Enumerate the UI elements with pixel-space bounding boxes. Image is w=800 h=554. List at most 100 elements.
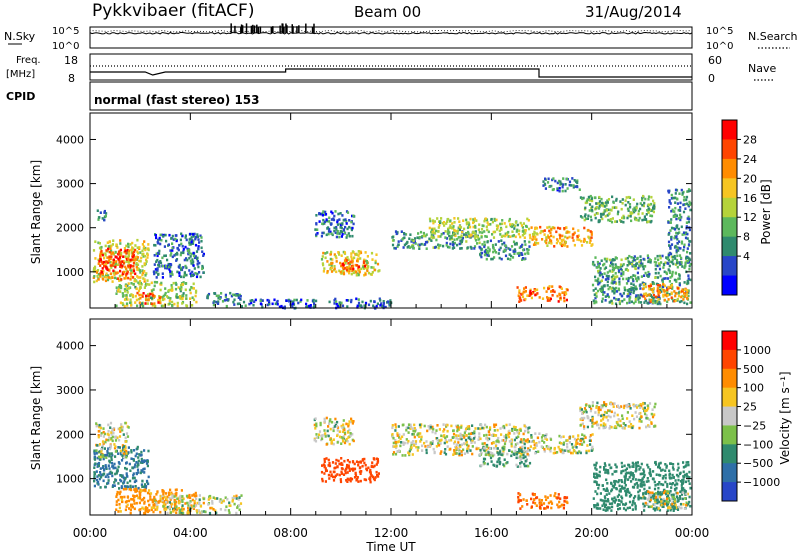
- heatmap-cell: [410, 446, 413, 449]
- heatmap-cell: [129, 272, 132, 275]
- heatmap-cell: [640, 275, 643, 278]
- heatmap-cell: [676, 508, 680, 511]
- heatmap-cell: [97, 258, 100, 262]
- heatmap-cell: [667, 298, 670, 301]
- heatmap-cell: [429, 424, 432, 427]
- heatmap-cell: [606, 293, 609, 296]
- heatmap-cell: [118, 260, 121, 264]
- heatmap-cell: [590, 447, 593, 450]
- heatmap-cell: [469, 449, 472, 452]
- heatmap-cell: [372, 266, 375, 269]
- heatmap-cell: [127, 264, 130, 268]
- heatmap-cell: [523, 462, 526, 466]
- heatmap-cell: [664, 293, 667, 296]
- heatmap-cell: [628, 196, 632, 199]
- heatmap-cell: [122, 448, 125, 451]
- heatmap-cell: [171, 242, 174, 245]
- heatmap-cell: [415, 445, 418, 449]
- heatmap-cell: [682, 231, 686, 234]
- heatmap-cell: [684, 207, 687, 210]
- heatmap-cell: [124, 255, 127, 258]
- heatmap-cell: [653, 204, 656, 207]
- heatmap-cell: [669, 252, 672, 256]
- heatmap-cell: [682, 210, 686, 214]
- heatmap-cell: [648, 402, 652, 405]
- heatmap-cell: [524, 459, 527, 463]
- heatmap-cell: [131, 255, 134, 259]
- heatmap-cell: [629, 423, 633, 426]
- heatmap-cell: [522, 453, 525, 457]
- heatmap-cell: [572, 232, 575, 236]
- heatmap-cell: [352, 439, 355, 443]
- heatmap-cell: [105, 267, 109, 270]
- heatmap-cell: [535, 496, 538, 500]
- heatmap-cell: [182, 511, 185, 515]
- heatmap-cell: [622, 263, 625, 266]
- heatmap-cell: [641, 287, 645, 291]
- heatmap-cell: [622, 270, 625, 274]
- heatmap-cell: [576, 179, 579, 182]
- heatmap-cell: [501, 439, 504, 442]
- heatmap-cell: [548, 285, 551, 288]
- heatmap-cell: [503, 458, 506, 461]
- heatmap-cell: [678, 240, 681, 243]
- heatmap-cell: [362, 265, 365, 269]
- heatmap-cell: [405, 426, 408, 430]
- heatmap-cell: [488, 433, 491, 436]
- heatmap-cell: [490, 442, 494, 445]
- heatmap-cell: [473, 247, 476, 250]
- heatmap-cell: [474, 230, 477, 233]
- heatmap-cell: [591, 401, 594, 404]
- heatmap-cell: [547, 177, 550, 181]
- heatmap-cell: [688, 264, 691, 268]
- heatmap-cell: [654, 267, 657, 271]
- heatmap-cell: [167, 296, 170, 299]
- heatmap-cell: [351, 467, 354, 471]
- heatmap-cell: [471, 431, 474, 435]
- heatmap-cell: [615, 265, 618, 268]
- heatmap-cell: [315, 424, 318, 428]
- heatmap-cell: [624, 257, 627, 261]
- heatmap-cell: [528, 233, 531, 237]
- heatmap-cell: [648, 272, 651, 276]
- heatmap-cell: [379, 299, 382, 302]
- heatmap-cell: [601, 290, 604, 294]
- heatmap-cell: [490, 217, 493, 221]
- heatmap-cell: [189, 496, 192, 500]
- heatmap-cell: [603, 410, 607, 414]
- heatmap-cell: [620, 274, 623, 277]
- heatmap-cell: [543, 233, 546, 236]
- heatmap-cell: [370, 464, 373, 468]
- heatmap-cell: [667, 262, 670, 265]
- heatmap-cell: [470, 441, 473, 444]
- heatmap-cell: [668, 269, 671, 273]
- heatmap-cell: [335, 458, 338, 462]
- heatmap-cell: [652, 299, 655, 303]
- heatmap-cell: [622, 214, 625, 218]
- heatmap-cell: [373, 268, 376, 272]
- heatmap-cell: [392, 445, 395, 448]
- heatmap-cell: [597, 202, 600, 205]
- heatmap-cell: [366, 255, 369, 258]
- heatmap-cell: [626, 207, 630, 211]
- heatmap-cell: [408, 452, 411, 455]
- heatmap-cell: [524, 224, 528, 228]
- heatmap-cell: [560, 182, 563, 186]
- heatmap-cell: [598, 274, 601, 277]
- heatmap-cell: [489, 426, 492, 429]
- heatmap-cell: [146, 302, 149, 305]
- heatmap-cell: [244, 304, 247, 307]
- heatmap-cell: [593, 505, 596, 509]
- heatmap-cell: [524, 252, 527, 256]
- heatmap-cell: [461, 230, 464, 234]
- heatmap-cell: [93, 452, 96, 456]
- heatmap-cell: [633, 206, 636, 210]
- heatmap-cell: [122, 433, 125, 436]
- heatmap-cell: [480, 447, 483, 451]
- heatmap-cell: [406, 240, 409, 244]
- heatmap-cell: [321, 212, 324, 216]
- heatmap-cell: [366, 261, 369, 265]
- heatmap-cell: [597, 413, 600, 417]
- heatmap-cell: [189, 259, 192, 263]
- heatmap-cell: [341, 222, 344, 225]
